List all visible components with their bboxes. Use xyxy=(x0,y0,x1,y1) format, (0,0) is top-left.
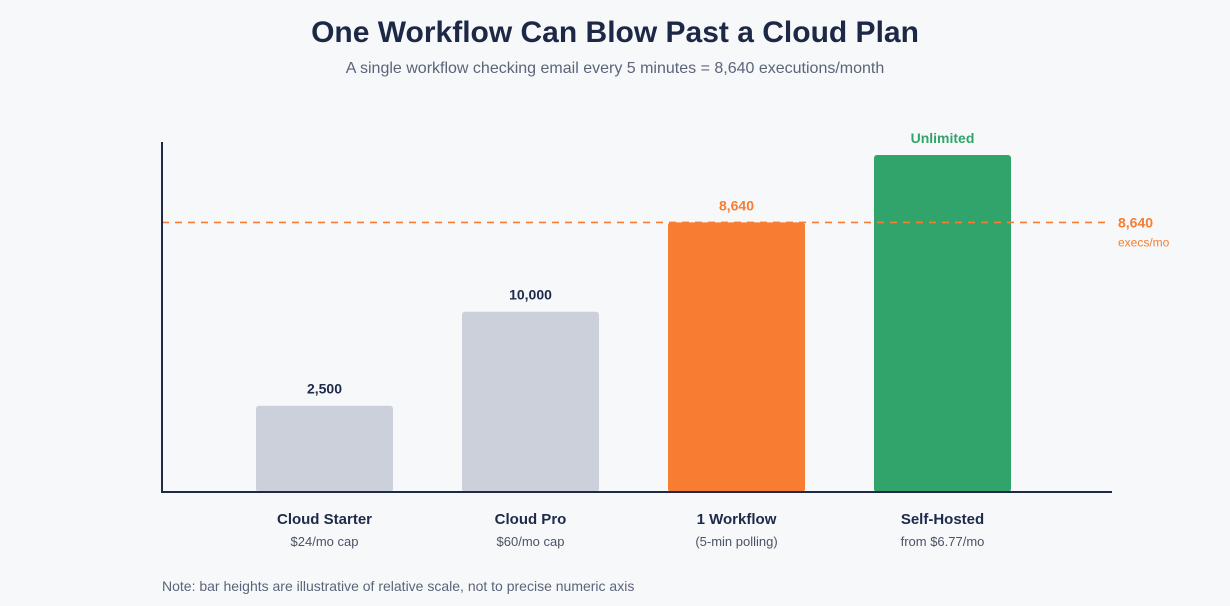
category-sublabel-0: $24/mo cap xyxy=(291,534,359,549)
category-label-2: 1 Workflow xyxy=(697,511,777,528)
bar-value-label-1: 10,000 xyxy=(509,287,552,303)
bar-1 xyxy=(462,311,599,492)
chart-title: One Workflow Can Blow Past a Cloud Plan xyxy=(311,16,919,49)
chart-subtitle: A single workflow checking email every 5… xyxy=(345,60,885,77)
bar-value-label-0: 2,500 xyxy=(307,381,342,397)
reference-line-label: 8,640 xyxy=(1118,214,1153,230)
category-sublabel-3: from $6.77/mo xyxy=(901,534,985,549)
category-sublabel-1: $60/mo cap xyxy=(497,534,565,549)
bar-value-label-3: Unlimited xyxy=(911,130,975,146)
bar-value-label-2: 8,640 xyxy=(719,197,754,213)
chart-note: Note: bar heights are illustrative of re… xyxy=(162,578,635,594)
bar-3 xyxy=(874,155,1011,492)
category-label-0: Cloud Starter xyxy=(277,511,372,528)
reference-line-sublabel: execs/mo xyxy=(1118,235,1170,249)
category-label-3: Self-Hosted xyxy=(901,511,984,528)
bar-2 xyxy=(668,222,805,492)
category-sublabel-2: (5-min polling) xyxy=(695,534,777,549)
category-label-1: Cloud Pro xyxy=(495,511,567,528)
bar-0 xyxy=(256,405,393,492)
